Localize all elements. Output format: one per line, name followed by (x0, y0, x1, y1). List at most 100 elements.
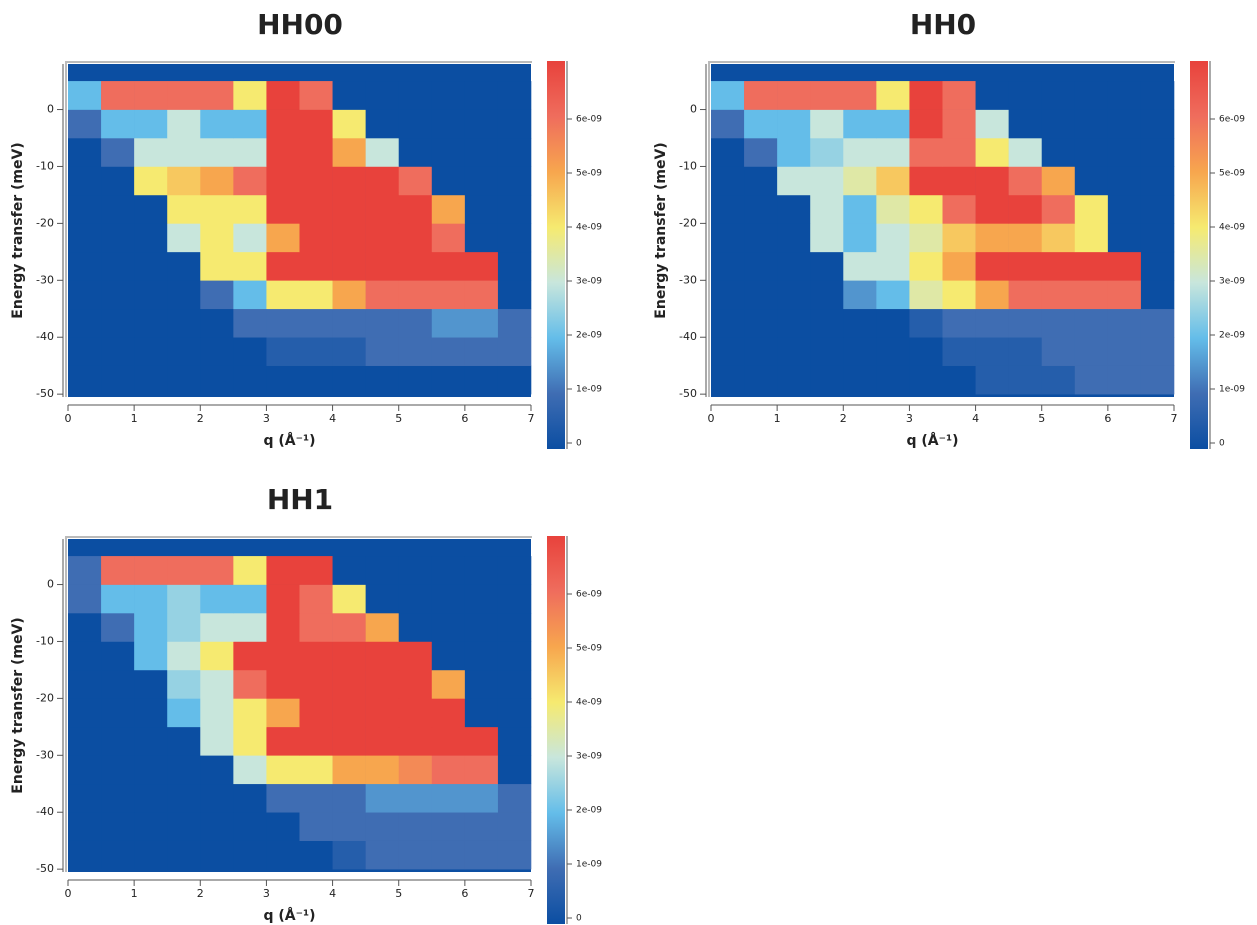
heatmap-cell (398, 308, 433, 338)
heatmap-cell (876, 308, 910, 338)
y-axis-label: Energy transfer (meV) (10, 142, 26, 318)
y-tick-label: -50 (36, 387, 54, 400)
heatmap-cell (464, 109, 499, 139)
heatmap-cell (1140, 194, 1175, 224)
heatmap-cell (464, 194, 499, 224)
heatmap-cell (68, 726, 102, 756)
heatmap-cell (843, 251, 877, 281)
heatmap-cell (398, 783, 433, 813)
heatmap-cell (101, 726, 135, 756)
x-axis-label: q (Å⁻¹) (263, 907, 315, 924)
heatmap-cell (497, 669, 532, 699)
heatmap-cell (299, 698, 333, 728)
plot-frame (65, 61, 532, 397)
heatmap-cell (909, 138, 943, 167)
heatmap-cell (843, 166, 877, 196)
heatmap-cell (167, 840, 201, 870)
colorbar-tick-label: 0 (576, 439, 582, 449)
heatmap-cell (266, 280, 300, 310)
heatmap-cell (332, 698, 366, 728)
heatmap-cell (777, 138, 811, 167)
y-tick-label: -20 (36, 691, 54, 704)
heatmap-cell (1041, 337, 1076, 366)
heatmap-cell (431, 81, 466, 110)
plot-frame (708, 61, 1175, 397)
heatmap-cell (101, 365, 135, 395)
heatmap-cell (975, 138, 1009, 167)
heatmap-cell (299, 308, 333, 338)
heatmap-cell (167, 726, 201, 756)
x-axis-label: q (Å⁻¹) (906, 432, 958, 449)
heatmap-cell (167, 81, 201, 110)
x-tick-label: 0 (65, 412, 72, 425)
heatmap-cell (942, 280, 976, 310)
heatmap-cell (1107, 166, 1142, 196)
colorbar (547, 61, 565, 449)
heatmap-cell (101, 755, 135, 785)
heatmap-cell (266, 194, 300, 224)
heatmap-cell (431, 280, 466, 310)
colorbar-tick-label: 1e-09 (1219, 385, 1245, 395)
heatmap-cell (497, 584, 532, 614)
heatmap-cell (1008, 194, 1043, 224)
heatmap-cell (134, 337, 168, 366)
heatmap-cell (711, 194, 745, 224)
heatmap-cell (744, 194, 778, 224)
heatmap-cell (68, 669, 102, 699)
heatmap-cell (942, 365, 976, 395)
heatmap-cell (497, 81, 532, 110)
y-tick-label: -30 (36, 748, 54, 761)
heatmap-cell (167, 556, 201, 585)
y-tick-label: -40 (679, 330, 697, 343)
y-tick-label: 0 (690, 103, 697, 116)
heatmap-cell (365, 166, 400, 196)
heatmap-cell (777, 337, 811, 366)
heatmap-cell (1140, 308, 1175, 338)
heatmap-cell (167, 251, 201, 281)
heatmap-cell (134, 755, 168, 785)
heatmap-cell (167, 365, 201, 395)
heatmap-cell (909, 81, 943, 110)
heatmap-cell (200, 698, 234, 728)
heatmap-cell (266, 584, 300, 614)
heatmap-cell (975, 280, 1009, 310)
heatmap-cell (1107, 280, 1142, 310)
heatmap-cell (810, 308, 844, 338)
heatmap-cell (909, 280, 943, 310)
heatmap-cell (711, 251, 745, 281)
heatmap-cell (711, 280, 745, 310)
heatmap-cell (332, 280, 366, 310)
y-tick-label: -10 (36, 634, 54, 647)
heatmap-cell (200, 556, 234, 585)
heatmap-cell (134, 556, 168, 585)
heatmap-cell (431, 669, 466, 699)
heatmap-cell (843, 365, 877, 395)
heatmap-cell (1008, 365, 1043, 395)
heatmap-cell (497, 166, 532, 196)
heatmap-cell (134, 280, 168, 310)
heatmap-cell (101, 669, 135, 699)
heatmap-cell (101, 280, 135, 310)
heatmap-cell (876, 251, 910, 281)
heatmap-cell (398, 840, 433, 870)
heatmap-cell (266, 698, 300, 728)
x-tick-label: 7 (1171, 412, 1178, 425)
heatmap-cell (299, 337, 333, 366)
heatmap-cell (101, 166, 135, 196)
heatmap-cell (1041, 194, 1076, 224)
heatmap-cell (464, 613, 499, 642)
heatmap-cell (233, 755, 267, 785)
heatmap-cell (431, 166, 466, 196)
heatmap-cell (167, 109, 201, 139)
heatmap-cell (464, 365, 499, 395)
heatmap-cell (332, 641, 366, 671)
colorbar-tick-label: 5e-09 (576, 169, 602, 179)
heatmap-cell (711, 166, 745, 196)
heatmap-cell (497, 840, 532, 870)
heatmap-cell (398, 194, 433, 224)
heatmap-cell (266, 613, 300, 642)
heatmap-cell (777, 280, 811, 310)
heatmap-cell (134, 308, 168, 338)
heatmap-cell (365, 556, 400, 585)
heatmap-cell (431, 251, 466, 281)
